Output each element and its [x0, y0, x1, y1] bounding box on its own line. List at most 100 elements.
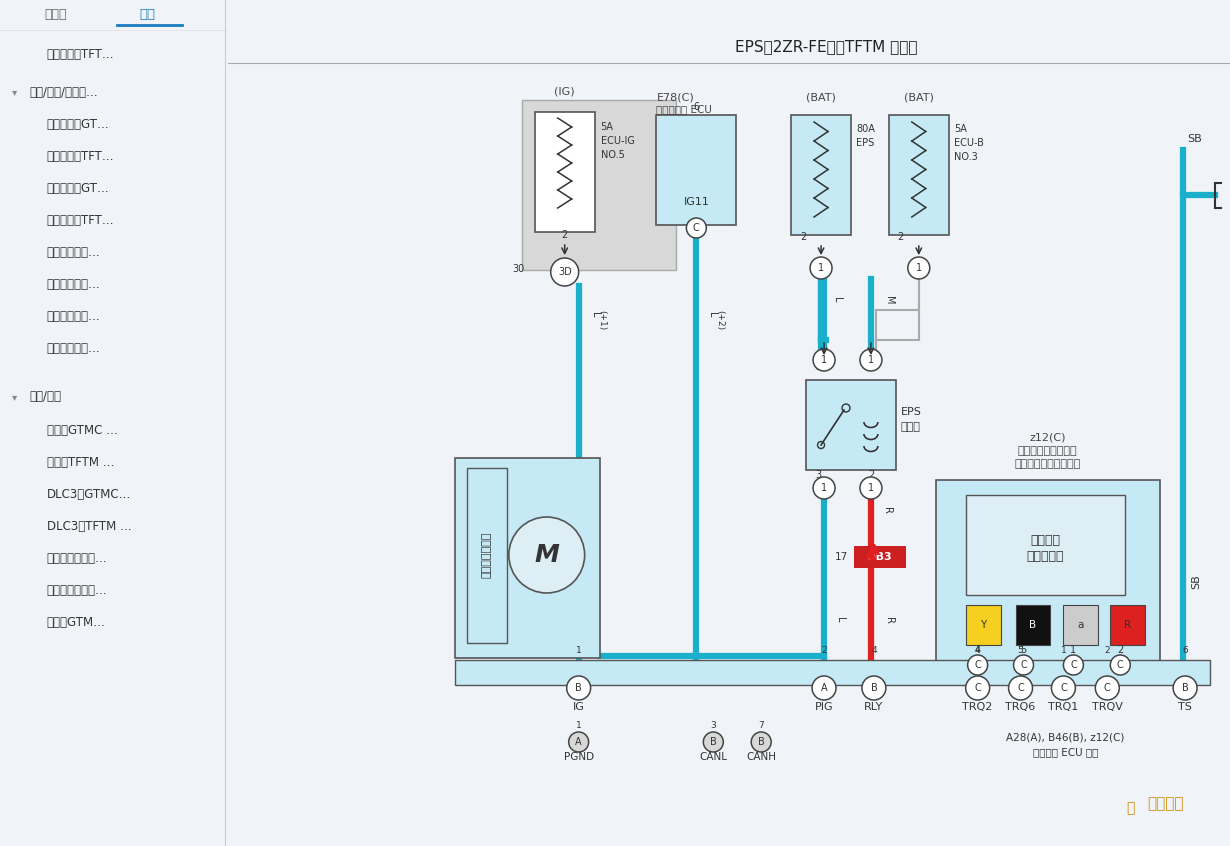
Circle shape: [966, 676, 990, 700]
Circle shape: [1096, 676, 1119, 700]
Text: 5A: 5A: [600, 122, 614, 132]
Circle shape: [1052, 676, 1075, 700]
Text: 后视野监视系…: 后视野监视系…: [47, 278, 101, 292]
Text: z12(C): z12(C): [1030, 432, 1065, 442]
Text: C: C: [1070, 660, 1076, 670]
Text: EPS: EPS: [900, 407, 921, 417]
Text: 发动机怠停 ECU: 发动机怠停 ECU: [657, 104, 712, 114]
Text: 3: 3: [711, 721, 716, 730]
Text: R: R: [884, 617, 894, 624]
Text: 🚗: 🚗: [1127, 801, 1134, 815]
Text: B: B: [1030, 620, 1037, 630]
Text: AB3: AB3: [867, 552, 892, 562]
Text: C: C: [692, 223, 700, 233]
Text: （电动转向柱分总成）: （电动转向柱分总成）: [1015, 459, 1081, 469]
Text: CANH: CANH: [747, 752, 776, 762]
Text: 3D: 3D: [558, 267, 572, 277]
Text: 2: 2: [822, 646, 827, 655]
Text: M: M: [534, 543, 560, 567]
Bar: [966, 605, 1000, 645]
Text: a: a: [1077, 620, 1084, 630]
Text: 6: 6: [694, 102, 700, 112]
Text: E78(C): E78(C): [657, 92, 694, 102]
Text: EPS: EPS: [856, 138, 875, 148]
Bar: [535, 112, 594, 232]
Text: 丰田驻车辅助…: 丰田驻车辅助…: [47, 310, 101, 323]
Text: B: B: [576, 683, 582, 693]
Text: 1: 1: [576, 721, 582, 730]
Text: 4: 4: [871, 646, 877, 655]
Bar: [455, 458, 599, 658]
Text: NO.5: NO.5: [600, 150, 625, 160]
Text: 1: 1: [820, 483, 827, 493]
Text: 缩略图: 缩略图: [44, 8, 66, 21]
Text: NO.3: NO.3: [953, 152, 978, 162]
Text: 1: 1: [868, 362, 875, 372]
Text: 电源/网络: 电源/网络: [30, 391, 62, 404]
Circle shape: [1064, 655, 1084, 675]
Circle shape: [1014, 655, 1033, 675]
Text: 7: 7: [759, 721, 764, 730]
Text: SB: SB: [1187, 134, 1202, 144]
Text: B: B: [710, 737, 717, 747]
Text: (+1): (+1): [598, 310, 606, 330]
Text: 动力转向电动机: 动力转向电动机: [482, 532, 492, 578]
Text: 音响系统（TFT…: 音响系统（TFT…: [47, 151, 114, 163]
Text: C: C: [1117, 660, 1124, 670]
Circle shape: [968, 655, 988, 675]
Circle shape: [811, 257, 831, 279]
Circle shape: [704, 732, 723, 752]
Text: DLC3（GTMC…: DLC3（GTMC…: [47, 487, 132, 501]
Text: R: R: [882, 507, 892, 514]
Text: 多路通信系统（…: 多路通信系统（…: [47, 584, 107, 596]
Text: 音响系统（GT…: 音响系统（GT…: [47, 118, 109, 131]
Circle shape: [752, 732, 771, 752]
Text: TRQ2: TRQ2: [962, 702, 993, 712]
Text: TRQ6: TRQ6: [1005, 702, 1036, 712]
Text: C: C: [1017, 683, 1023, 693]
Text: 3: 3: [815, 470, 822, 480]
Text: C: C: [974, 660, 982, 670]
Circle shape: [862, 676, 886, 700]
Text: IG11: IG11: [684, 197, 710, 207]
Text: L: L: [589, 312, 600, 318]
Circle shape: [686, 218, 706, 238]
Text: A: A: [576, 737, 582, 747]
Circle shape: [813, 349, 835, 371]
Text: 扭矩传感器: 扭矩传感器: [1027, 551, 1064, 563]
Text: B: B: [1182, 683, 1188, 693]
Text: CANL: CANL: [700, 752, 727, 762]
Text: 4: 4: [974, 645, 980, 655]
Bar: [455, 660, 1210, 685]
Circle shape: [567, 676, 590, 700]
Circle shape: [1173, 676, 1197, 700]
Text: 1: 1: [915, 263, 921, 273]
Text: 2: 2: [1117, 645, 1123, 655]
Text: Y: Y: [980, 620, 986, 630]
Text: 多路通信系统（…: 多路通信系统（…: [47, 552, 107, 564]
Text: 电源（GTM…: 电源（GTM…: [47, 616, 106, 629]
Text: DLC3（TFTM …: DLC3（TFTM …: [47, 519, 132, 532]
Text: RLY: RLY: [865, 702, 883, 712]
Circle shape: [860, 477, 882, 499]
Text: 5A: 5A: [953, 124, 967, 134]
Bar: [657, 115, 737, 225]
Circle shape: [860, 349, 882, 371]
Text: ▾: ▾: [12, 392, 17, 402]
Bar: [1016, 605, 1050, 645]
Text: 1: 1: [820, 355, 827, 365]
Text: 17: 17: [834, 552, 847, 562]
Text: 充电（TFTM …: 充电（TFTM …: [47, 455, 114, 469]
Text: TRQ1: TRQ1: [1048, 702, 1079, 712]
Text: TRQV: TRQV: [1092, 702, 1123, 712]
Text: 1: 1: [1060, 646, 1066, 655]
Bar: [791, 115, 851, 235]
Bar: [522, 100, 676, 270]
Bar: [806, 380, 895, 470]
Text: 1: 1: [818, 263, 824, 273]
Text: 助力转向 ECU 总成: 助力转向 ECU 总成: [1033, 747, 1098, 757]
Text: 80A: 80A: [856, 124, 875, 134]
Text: ECU-IG: ECU-IG: [600, 136, 635, 146]
Bar: [854, 546, 905, 568]
Text: 5: 5: [1017, 646, 1023, 655]
